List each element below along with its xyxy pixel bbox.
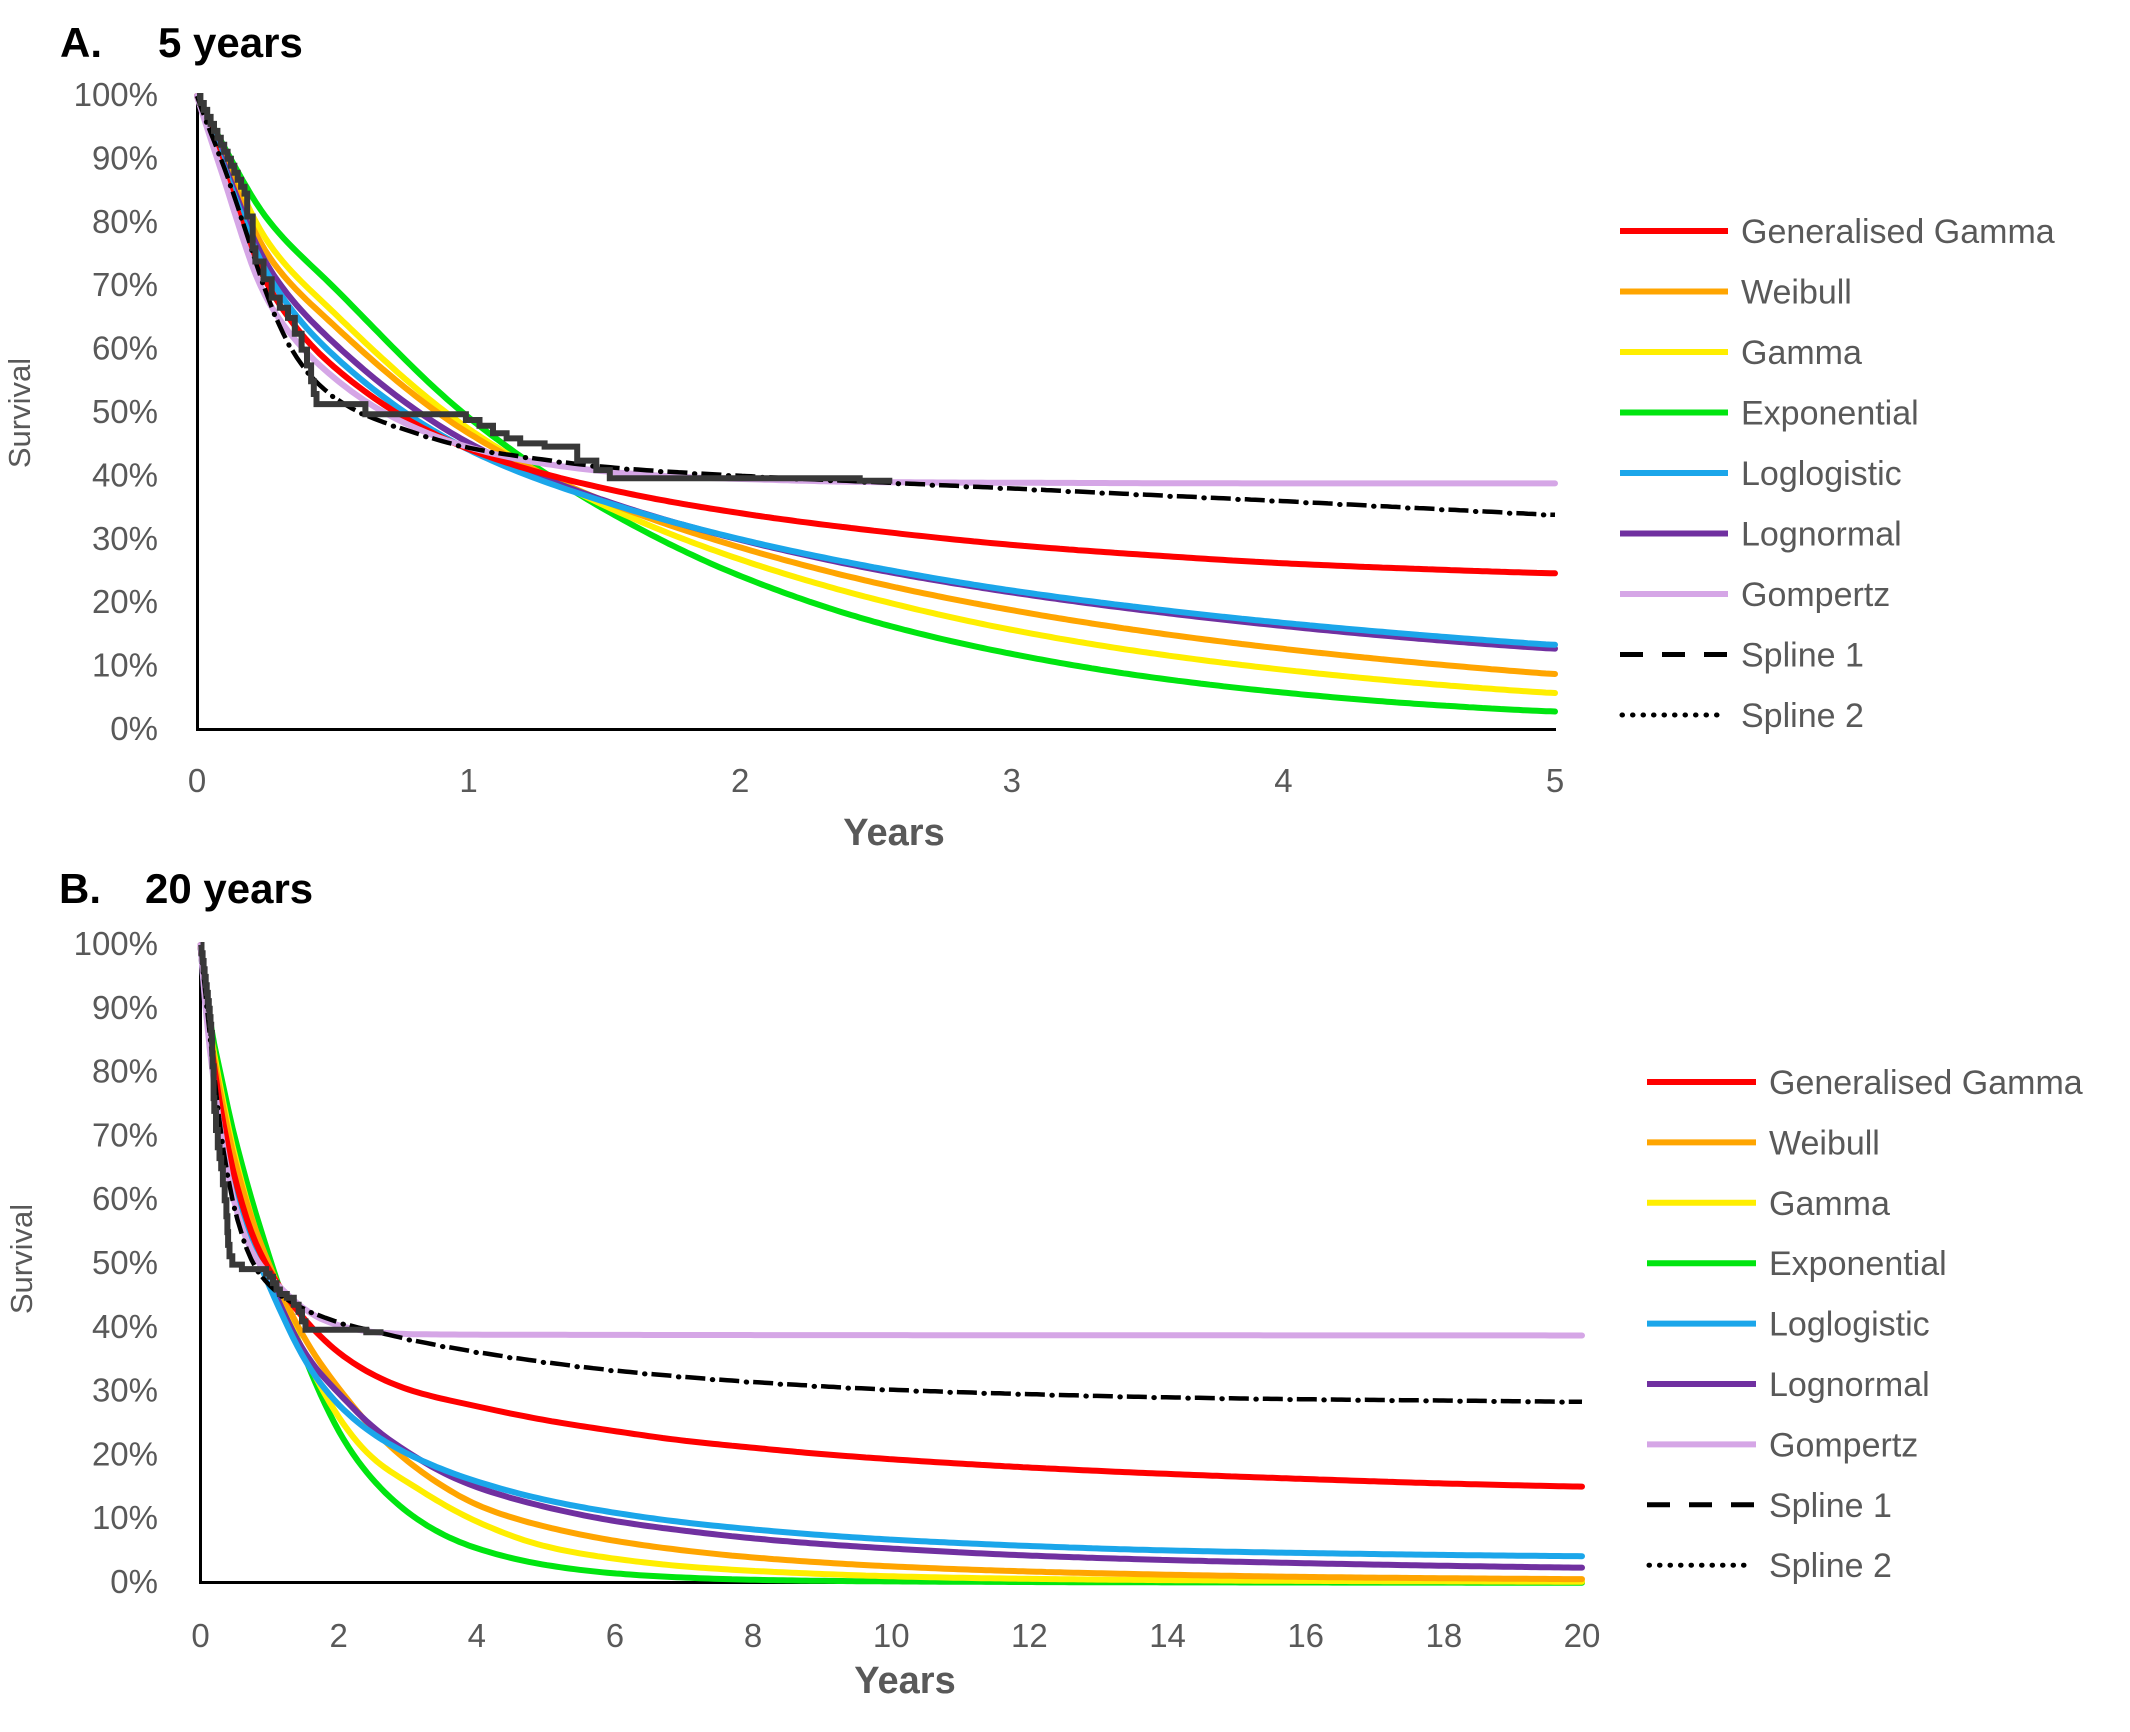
svg-text:50%: 50%: [92, 393, 158, 430]
svg-text:8: 8: [744, 1617, 762, 1654]
svg-text:0: 0: [188, 762, 206, 799]
svg-text:70%: 70%: [92, 1116, 158, 1153]
svg-text:Loglogistic: Loglogistic: [1769, 1306, 1930, 1344]
svg-text:3: 3: [1003, 762, 1021, 799]
svg-text:6: 6: [606, 1617, 624, 1654]
svg-text:20: 20: [1564, 1617, 1601, 1654]
svg-text:18: 18: [1425, 1617, 1462, 1654]
svg-text:50%: 50%: [92, 1244, 158, 1281]
svg-text:60%: 60%: [92, 1180, 158, 1217]
svg-text:100%: 100%: [74, 76, 158, 113]
svg-text:Gamma: Gamma: [1769, 1185, 1890, 1223]
svg-text:Gamma: Gamma: [1741, 334, 1862, 372]
svg-text:20%: 20%: [92, 1435, 158, 1472]
svg-text:Gompertz: Gompertz: [1769, 1426, 1918, 1464]
svg-text:14: 14: [1149, 1617, 1186, 1654]
svg-text:Weibull: Weibull: [1741, 274, 1852, 312]
svg-text:100%: 100%: [74, 925, 158, 962]
svg-text:Generalised Gamma: Generalised Gamma: [1741, 213, 2055, 251]
svg-text:1: 1: [459, 762, 477, 799]
svg-text:Lognormal: Lognormal: [1769, 1366, 1930, 1404]
svg-text:90%: 90%: [92, 139, 158, 176]
svg-text:Spline 1: Spline 1: [1769, 1487, 1892, 1525]
svg-text:80%: 80%: [92, 203, 158, 240]
svg-text:Exponential: Exponential: [1741, 395, 1919, 433]
svg-text:2: 2: [329, 1617, 347, 1654]
svg-text:Spline 2: Spline 2: [1769, 1547, 1892, 1585]
svg-text:Generalised Gamma: Generalised Gamma: [1769, 1064, 2083, 1102]
svg-text:Survival: Survival: [4, 1204, 39, 1314]
svg-text:Survival: Survival: [2, 358, 37, 468]
svg-text:40%: 40%: [92, 1308, 158, 1345]
svg-text:12: 12: [1011, 1617, 1048, 1654]
svg-text:20%: 20%: [92, 583, 158, 620]
svg-text:Weibull: Weibull: [1769, 1124, 1880, 1162]
svg-text:Years: Years: [843, 812, 944, 854]
svg-text:Years: Years: [854, 1660, 955, 1702]
svg-text:70%: 70%: [92, 266, 158, 303]
svg-text:0%: 0%: [110, 710, 158, 747]
svg-text:Gompertz: Gompertz: [1741, 576, 1890, 614]
svg-text:B.: B.: [59, 865, 101, 912]
svg-text:40%: 40%: [92, 456, 158, 493]
svg-text:5: 5: [1546, 762, 1564, 799]
svg-text:Spline 2: Spline 2: [1741, 697, 1864, 735]
svg-text:20 years: 20 years: [145, 865, 313, 912]
svg-text:Loglogistic: Loglogistic: [1741, 455, 1902, 493]
svg-text:4: 4: [468, 1617, 486, 1654]
svg-text:5 years: 5 years: [158, 19, 303, 66]
svg-text:30%: 30%: [92, 520, 158, 557]
svg-text:Exponential: Exponential: [1769, 1245, 1947, 1283]
svg-text:10%: 10%: [92, 1499, 158, 1536]
svg-text:10: 10: [873, 1617, 910, 1654]
svg-text:16: 16: [1287, 1617, 1324, 1654]
svg-text:0: 0: [191, 1617, 209, 1654]
svg-text:10%: 10%: [92, 647, 158, 684]
svg-text:0%: 0%: [110, 1563, 158, 1600]
svg-text:Lognormal: Lognormal: [1741, 516, 1902, 554]
svg-text:Spline 1: Spline 1: [1741, 637, 1864, 675]
svg-text:90%: 90%: [92, 989, 158, 1026]
svg-text:A.: A.: [60, 19, 102, 66]
svg-text:60%: 60%: [92, 330, 158, 367]
svg-text:4: 4: [1274, 762, 1292, 799]
svg-text:2: 2: [731, 762, 749, 799]
svg-text:80%: 80%: [92, 1053, 158, 1090]
svg-text:30%: 30%: [92, 1372, 158, 1409]
